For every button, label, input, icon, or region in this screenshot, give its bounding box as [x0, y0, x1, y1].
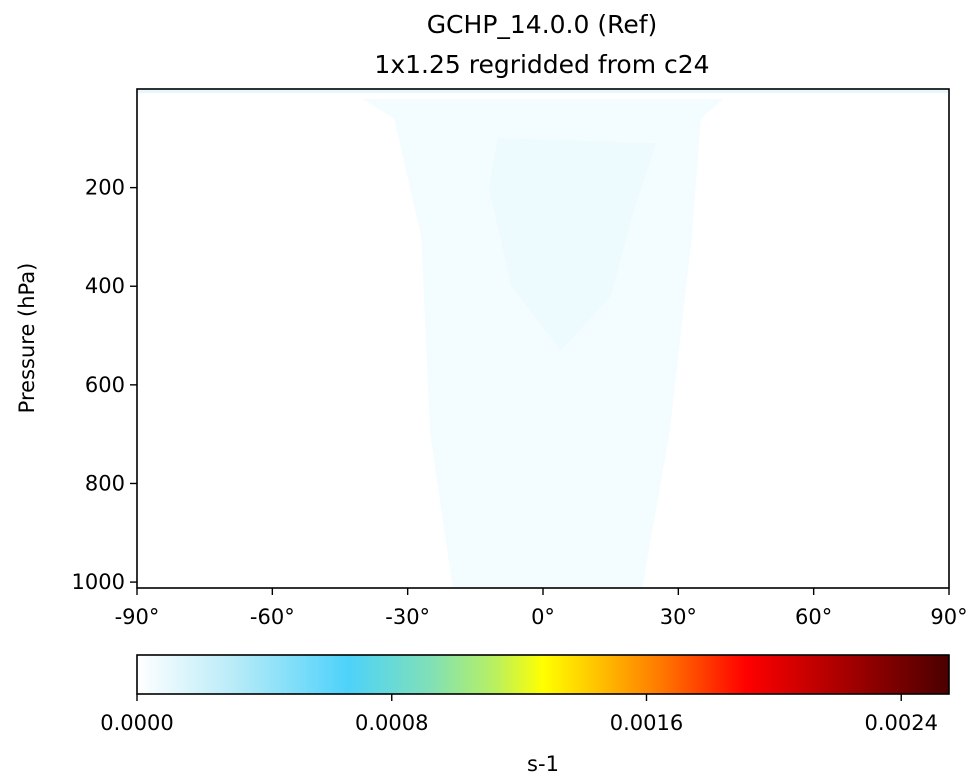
colorbar-ticks: 0.0000 0.0008 0.0016 0.0024 — [100, 694, 938, 735]
y-tick-label: 600 — [85, 373, 125, 397]
chart-subtitle: 1x1.25 regridded from c24 — [374, 50, 709, 79]
colorbar-tick-label: 0.0008 — [355, 711, 428, 735]
x-axis: -90° -60° -30° 0° 30° 60° 90° — [115, 588, 968, 629]
x-tick-label: 30° — [660, 605, 697, 629]
x-tick-label: -30° — [385, 605, 430, 629]
x-tick-label: 0° — [531, 605, 555, 629]
x-tick-label: 90° — [930, 605, 967, 629]
y-tick-label: 1000 — [72, 570, 125, 594]
field-region-tropical-column — [362, 98, 724, 588]
field-region-top-layer — [137, 89, 949, 93]
y-tick-label: 400 — [85, 274, 125, 298]
field-region-inner-core — [488, 138, 656, 351]
colorbar-label: s-1 — [527, 752, 559, 776]
plot-area — [136, 88, 950, 589]
y-axis-label: Pressure (hPa) — [15, 263, 39, 414]
y-tick-label: 800 — [85, 471, 125, 495]
colorbar-gradient — [136, 654, 950, 695]
field-layer — [137, 89, 949, 588]
x-tick-label: 60° — [795, 605, 832, 629]
colorbar-tick-label: 0.0000 — [100, 711, 173, 735]
x-tick-label: -90° — [115, 605, 160, 629]
chart-title: GCHP_14.0.0 (Ref) — [427, 10, 658, 39]
colorbar: 0.0000 0.0008 0.0016 0.0024 s-1 — [100, 654, 950, 776]
y-tick-label: 200 — [85, 176, 125, 200]
y-axis: 200 400 600 800 1000 — [72, 176, 137, 594]
colorbar-tick-label: 0.0024 — [864, 711, 937, 735]
x-tick-label: -60° — [250, 605, 295, 629]
colorbar-tick-label: 0.0016 — [610, 711, 683, 735]
